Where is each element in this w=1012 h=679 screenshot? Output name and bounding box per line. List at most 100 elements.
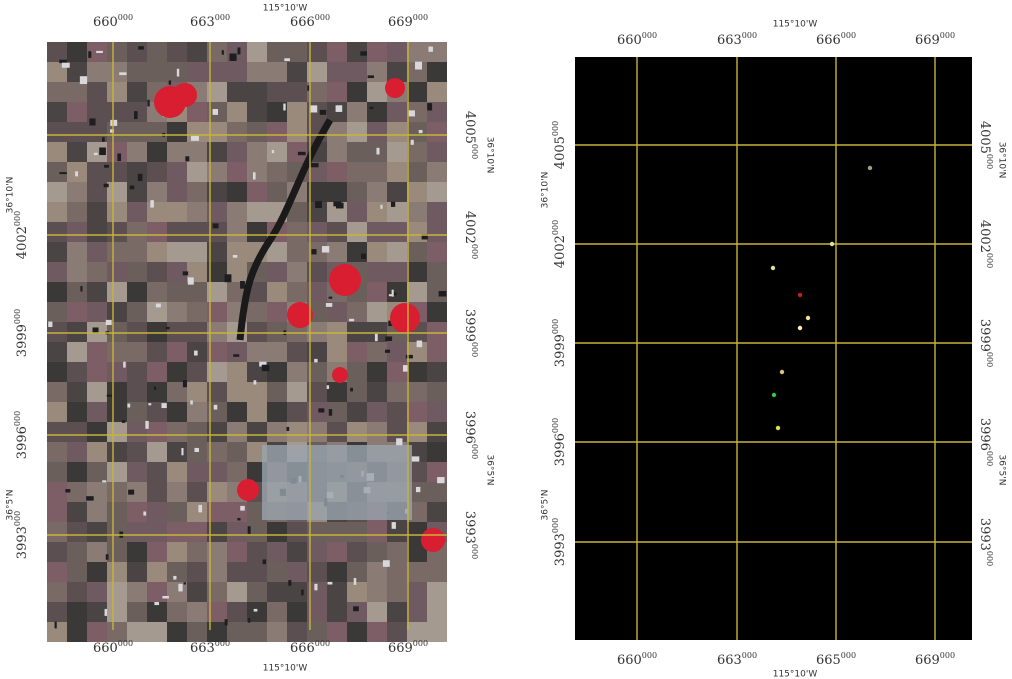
image-block bbox=[47, 562, 67, 582]
image-block bbox=[327, 102, 347, 122]
building bbox=[416, 487, 420, 492]
building bbox=[194, 448, 199, 452]
building bbox=[80, 286, 82, 291]
image-block bbox=[187, 562, 207, 582]
utm-minor: 000 bbox=[315, 13, 330, 22]
utm-label: 4002000 bbox=[463, 211, 480, 259]
utm-major: 663 bbox=[717, 33, 742, 48]
image-block bbox=[147, 222, 167, 242]
image-block bbox=[247, 402, 267, 422]
image-block bbox=[327, 182, 347, 202]
building bbox=[417, 341, 423, 348]
utm-minor: 000 bbox=[470, 342, 479, 357]
latitude-label: 36°10'N bbox=[6, 177, 16, 214]
image-block bbox=[107, 582, 127, 602]
image-block bbox=[127, 462, 147, 482]
image-block bbox=[267, 262, 287, 282]
utm-label: 3996000 bbox=[978, 418, 995, 466]
image-block bbox=[347, 202, 367, 222]
image-block bbox=[407, 602, 427, 622]
image-block bbox=[107, 242, 127, 262]
utm-label: 669000 bbox=[915, 651, 955, 668]
building bbox=[409, 110, 415, 116]
image-block bbox=[107, 402, 127, 422]
image-block bbox=[267, 82, 287, 102]
utm-minor: 000 bbox=[985, 154, 994, 169]
building bbox=[106, 554, 109, 560]
building bbox=[229, 54, 236, 61]
image-block bbox=[427, 342, 447, 362]
utm-major: 660 bbox=[617, 653, 642, 668]
image-block bbox=[47, 502, 67, 522]
utm-label: 660000 bbox=[617, 31, 657, 48]
image-block bbox=[167, 542, 187, 562]
image-block bbox=[87, 462, 107, 482]
image-block bbox=[107, 102, 127, 122]
building bbox=[143, 511, 146, 515]
building bbox=[326, 303, 332, 307]
image-block bbox=[187, 362, 207, 382]
building bbox=[119, 72, 126, 75]
utm-minor: 000 bbox=[551, 418, 560, 433]
building bbox=[106, 320, 112, 325]
image-block bbox=[187, 182, 207, 202]
image-block bbox=[247, 122, 267, 142]
building bbox=[65, 489, 70, 492]
image-block bbox=[227, 342, 247, 362]
image-block bbox=[327, 62, 347, 82]
utm-minor: 000 bbox=[642, 31, 657, 40]
building bbox=[107, 395, 113, 397]
utm-major: 3996 bbox=[978, 418, 993, 451]
image-block bbox=[287, 542, 307, 562]
building bbox=[375, 334, 378, 341]
image-block bbox=[47, 462, 67, 482]
utm-minor: 000 bbox=[940, 31, 955, 40]
utm-major: 3999 bbox=[553, 334, 568, 367]
image-block bbox=[327, 522, 347, 542]
image-block bbox=[107, 62, 127, 82]
utm-major: 4005 bbox=[553, 136, 568, 169]
utm-major: 666 bbox=[816, 33, 841, 48]
image-block bbox=[227, 162, 247, 182]
image-block bbox=[367, 382, 387, 402]
utm-label: 666000 bbox=[290, 13, 330, 30]
latitude-label: 36°5'N bbox=[485, 455, 495, 486]
building bbox=[198, 505, 202, 512]
image-block bbox=[107, 262, 127, 282]
utm-minor: 000 bbox=[551, 121, 560, 136]
image-block bbox=[67, 422, 87, 442]
longitude-label: 115°10'W bbox=[773, 670, 818, 679]
image-block bbox=[327, 562, 347, 582]
utm-minor: 000 bbox=[642, 651, 657, 660]
red-vegetation bbox=[390, 303, 420, 333]
image-block bbox=[147, 282, 167, 302]
image-block bbox=[427, 182, 447, 202]
image-block bbox=[367, 302, 387, 322]
image-block bbox=[47, 202, 67, 222]
image-block bbox=[47, 102, 67, 122]
image-block bbox=[107, 342, 127, 362]
utm-minor: 000 bbox=[551, 319, 560, 334]
image-block bbox=[47, 402, 67, 422]
image-block bbox=[127, 382, 147, 402]
image-block bbox=[87, 542, 107, 562]
image-block bbox=[367, 182, 387, 202]
detected-pixel bbox=[868, 166, 872, 170]
detected-pixel bbox=[780, 370, 784, 374]
image-block bbox=[287, 82, 307, 102]
image-block bbox=[387, 542, 407, 562]
utm-major: 669 bbox=[915, 653, 940, 668]
building bbox=[191, 136, 199, 141]
utm-major: 4002 bbox=[15, 226, 30, 259]
building bbox=[94, 153, 98, 155]
image-block bbox=[287, 362, 307, 382]
image-block bbox=[187, 42, 207, 62]
image-block bbox=[167, 502, 187, 522]
building bbox=[327, 582, 332, 585]
utm-major: 3999 bbox=[978, 319, 993, 352]
image-block bbox=[367, 582, 387, 602]
image-block bbox=[87, 302, 107, 322]
building bbox=[370, 107, 374, 109]
image-block bbox=[247, 542, 267, 562]
image-block bbox=[147, 142, 167, 162]
